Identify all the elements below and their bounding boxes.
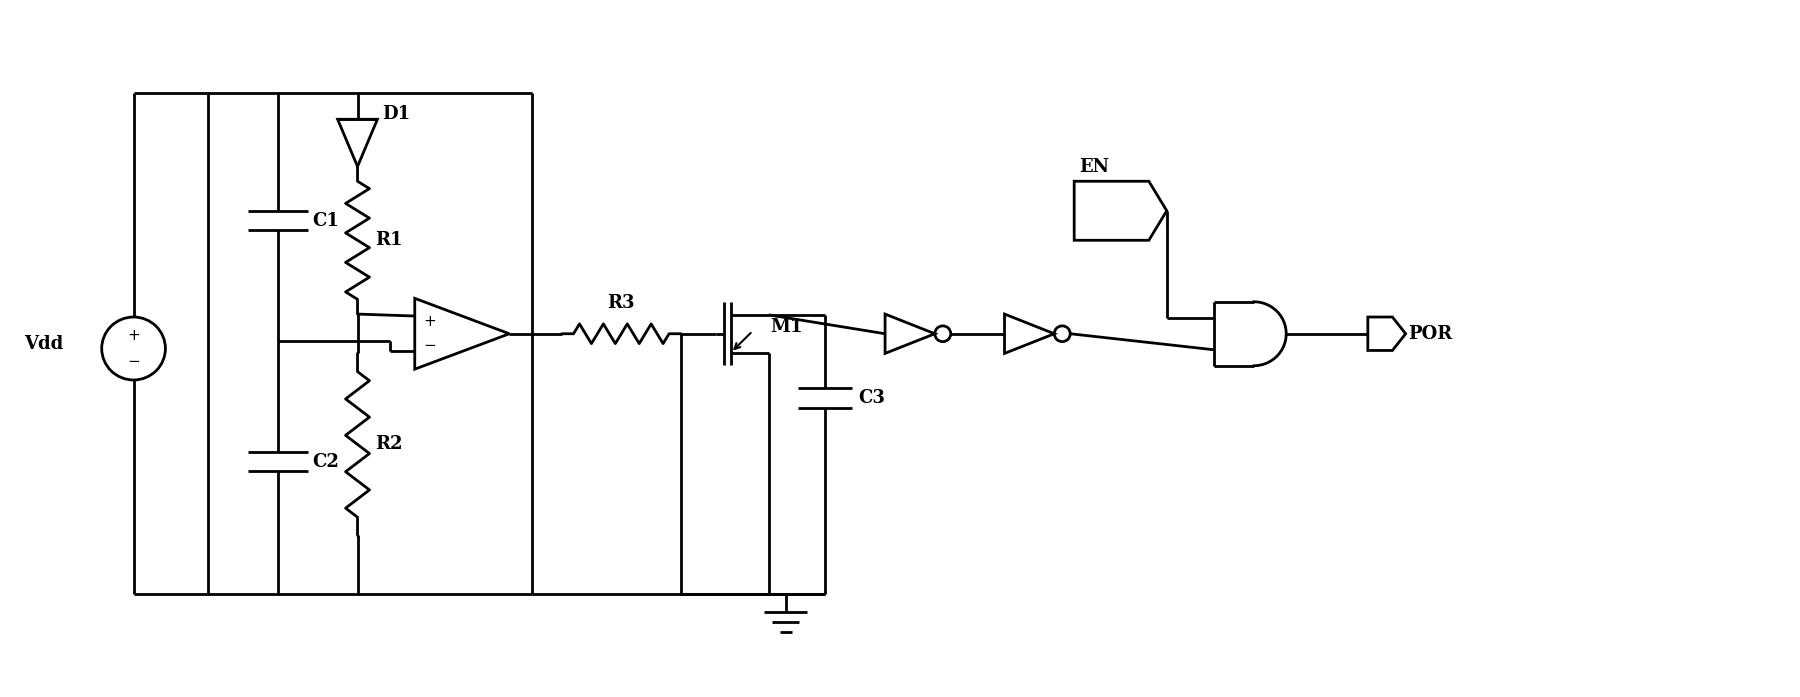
Text: C1: C1 xyxy=(313,212,340,229)
Text: R3: R3 xyxy=(608,294,635,312)
Text: +: + xyxy=(128,328,140,343)
Text: D1: D1 xyxy=(382,105,410,123)
Text: EN: EN xyxy=(1078,158,1109,176)
Text: M1: M1 xyxy=(770,318,803,336)
Text: −: − xyxy=(423,338,436,353)
Text: C2: C2 xyxy=(313,452,340,470)
Text: POR: POR xyxy=(1408,325,1453,343)
Text: +: + xyxy=(423,314,436,330)
Text: Vdd: Vdd xyxy=(23,335,63,353)
Text: R2: R2 xyxy=(376,436,403,454)
Text: R1: R1 xyxy=(376,231,403,250)
Text: C3: C3 xyxy=(859,389,886,406)
Text: −: − xyxy=(128,354,140,369)
